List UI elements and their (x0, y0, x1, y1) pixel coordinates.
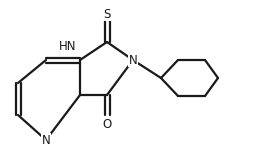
Text: O: O (102, 117, 112, 131)
Text: N: N (42, 133, 50, 146)
Text: S: S (103, 7, 111, 20)
Text: N: N (129, 53, 138, 66)
Text: HN: HN (59, 40, 77, 53)
